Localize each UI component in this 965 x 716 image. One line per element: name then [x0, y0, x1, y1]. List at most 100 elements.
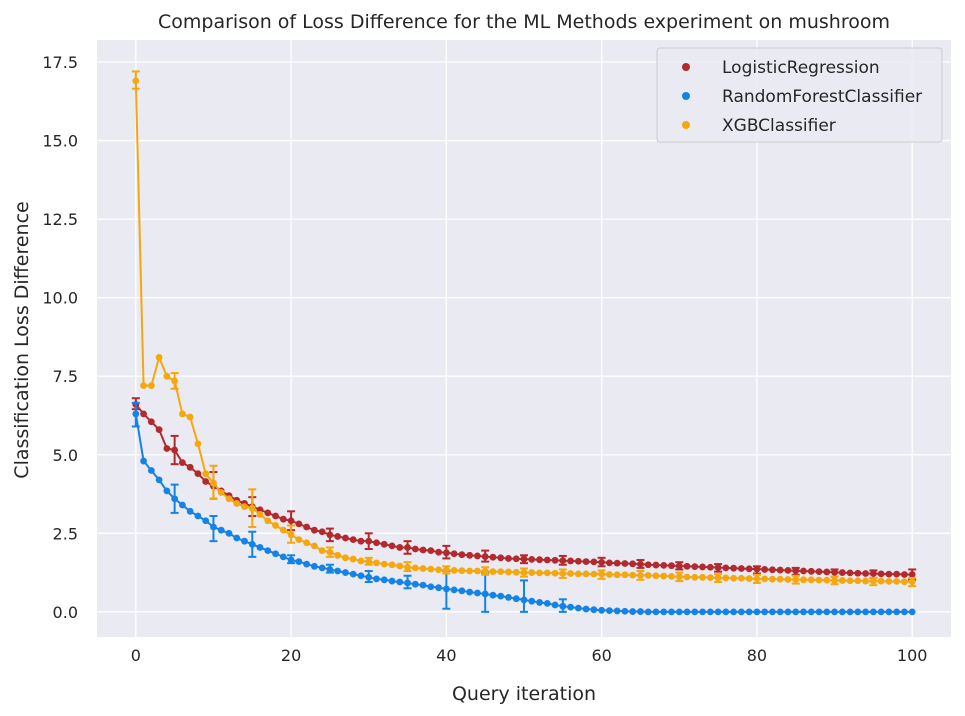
- data-point: [388, 561, 396, 569]
- data-point: [396, 562, 404, 570]
- data-point: [481, 590, 489, 598]
- data-point: [450, 586, 458, 594]
- data-point: [287, 556, 295, 564]
- x-tick-label: 0: [131, 646, 141, 665]
- data-point: [699, 573, 706, 581]
- data-point: [489, 568, 497, 576]
- series-layer: [131, 70, 917, 616]
- data-point: [823, 568, 831, 576]
- data-point: [784, 608, 792, 616]
- data-point: [706, 563, 714, 571]
- data-point: [582, 558, 590, 565]
- data-point: [147, 467, 155, 474]
- data-point: [349, 570, 357, 578]
- data-point: [846, 608, 854, 616]
- data-point: [877, 577, 885, 585]
- data-point: [745, 575, 753, 582]
- data-point: [675, 608, 683, 616]
- data-point: [567, 570, 574, 577]
- data-point: [497, 568, 505, 576]
- data-point: [582, 605, 590, 613]
- data-point: [225, 495, 233, 503]
- data-point: [427, 583, 435, 591]
- data-point: [171, 377, 179, 385]
- legend: LogisticRegression RandomForestClassifier…: [656, 47, 943, 143]
- data-point: [287, 531, 295, 539]
- data-point: [380, 560, 388, 568]
- data-point: [132, 77, 140, 85]
- y-axis-label: Classification Loss Difference: [11, 201, 33, 478]
- data-point: [357, 537, 365, 545]
- data-point: [512, 595, 520, 603]
- data-point: [574, 604, 582, 612]
- data-point: [660, 572, 668, 580]
- data-point: [272, 550, 279, 558]
- data-point: [745, 565, 753, 573]
- data-point: [248, 540, 256, 548]
- data-point: [769, 566, 776, 574]
- data-point: [217, 526, 225, 534]
- data-point: [885, 570, 893, 578]
- data-point: [179, 459, 186, 467]
- data-point: [155, 426, 163, 434]
- data-point: [590, 558, 598, 566]
- data-point: [660, 561, 668, 569]
- data-point: [567, 557, 574, 565]
- data-point: [179, 501, 186, 509]
- data-point: [543, 569, 551, 577]
- data-point: [714, 574, 722, 582]
- data-point: [404, 563, 411, 571]
- data-point: [233, 534, 241, 542]
- data-point: [691, 563, 699, 571]
- data-point: [388, 542, 396, 550]
- data-point: [807, 567, 815, 575]
- data-point: [800, 567, 807, 575]
- data-point: [272, 522, 279, 529]
- grid: [97, 40, 951, 637]
- data-point: [668, 572, 675, 580]
- data-point: [644, 572, 652, 579]
- y-tick-label: 17.5: [42, 53, 78, 72]
- data-point: [272, 512, 279, 520]
- data-point: [419, 565, 427, 572]
- data-point: [380, 540, 388, 548]
- data-point: [497, 592, 505, 600]
- data-point: [186, 507, 194, 515]
- data-point: [637, 608, 644, 615]
- data-point: [489, 553, 497, 561]
- data-point: [512, 555, 520, 563]
- data-point: [761, 575, 769, 583]
- data-point: [807, 608, 815, 616]
- data-point: [660, 608, 668, 616]
- data-point: [613, 559, 621, 567]
- data-point: [621, 571, 629, 579]
- data-point: [629, 560, 637, 568]
- data-point: [256, 544, 264, 551]
- x-axis-label: Query iteration: [452, 683, 596, 705]
- data-point: [458, 567, 466, 575]
- y-tick-label: 7.5: [53, 367, 78, 386]
- data-point: [582, 570, 590, 578]
- data-point: [567, 603, 574, 611]
- data-point: [901, 608, 908, 616]
- series-XGBClassifier: [131, 70, 917, 588]
- x-tick-label: 80: [747, 646, 767, 665]
- data-point: [450, 550, 458, 558]
- data-point: [505, 568, 512, 576]
- data-point: [373, 539, 380, 547]
- data-point: [427, 547, 435, 554]
- data-point: [838, 569, 846, 576]
- data-point: [388, 577, 396, 585]
- data-point: [854, 569, 862, 577]
- data-point: [652, 572, 660, 580]
- data-point: [256, 511, 264, 518]
- data-point: [862, 570, 869, 577]
- legend-label: LogisticRegression: [722, 58, 880, 78]
- data-point: [357, 557, 365, 565]
- data-point: [536, 556, 543, 564]
- data-point: [846, 569, 854, 577]
- data-point: [699, 563, 706, 571]
- data-point: [574, 557, 582, 565]
- data-point: [691, 608, 699, 616]
